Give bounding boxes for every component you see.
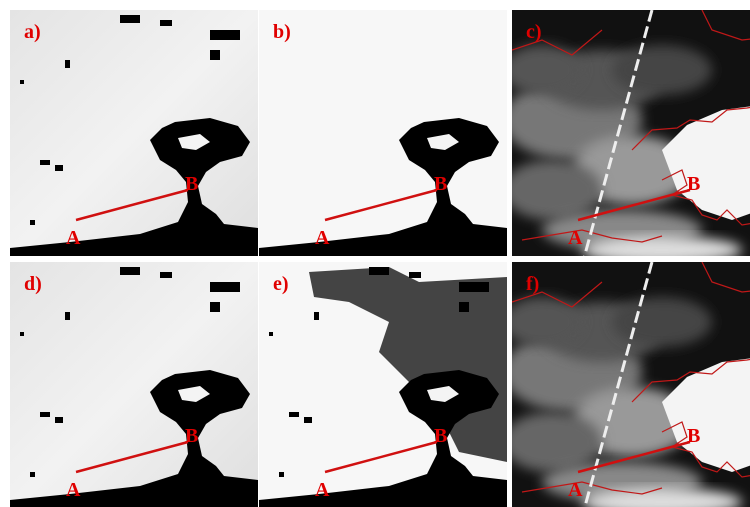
point-label: B	[185, 173, 198, 195]
point-label: B	[434, 173, 447, 195]
speckle	[40, 160, 50, 165]
panel-image	[10, 262, 258, 507]
speckle	[269, 332, 273, 336]
panel: a) A B	[10, 10, 258, 258]
panel-image	[502, 10, 750, 264]
point-label: B	[185, 425, 198, 447]
speckle	[40, 412, 50, 417]
point-label: A	[66, 227, 81, 249]
speckle	[210, 302, 220, 312]
figure: a) A Bb) A Bc) A Bd) A Be) A Bf) A B	[0, 0, 750, 507]
speckle	[120, 267, 140, 275]
speckle	[279, 472, 284, 477]
speckle	[304, 417, 312, 423]
speckle	[409, 272, 421, 278]
panel-image	[259, 10, 507, 258]
panel: e) A B	[259, 262, 507, 507]
panel-label: f)	[526, 273, 539, 295]
panel-label: b)	[273, 21, 291, 43]
cloud	[502, 45, 582, 95]
speckle	[210, 282, 240, 292]
point-label: A	[66, 479, 81, 501]
speckle	[459, 282, 489, 292]
point-label: A	[315, 479, 330, 501]
panel: d) A B	[10, 262, 258, 507]
panel-image	[259, 262, 507, 507]
panel-label: e)	[273, 273, 289, 295]
cloud	[612, 297, 712, 347]
cloud	[502, 160, 602, 220]
cloud	[612, 45, 712, 95]
cloud	[502, 297, 582, 347]
speckle	[55, 417, 63, 423]
cloud	[502, 412, 602, 472]
panel: f) A B	[502, 262, 750, 507]
speckle	[55, 165, 63, 171]
bright-cloud	[582, 236, 742, 264]
panel-label: a)	[24, 21, 41, 43]
point-label: B	[687, 173, 700, 195]
speckle	[210, 30, 240, 40]
point-label: A	[315, 227, 330, 249]
point-label: B	[687, 425, 700, 447]
speckle	[30, 472, 35, 477]
speckle	[20, 80, 24, 84]
speckle	[210, 50, 220, 60]
speckle	[30, 220, 35, 225]
speckle	[65, 312, 70, 320]
speckle	[65, 60, 70, 68]
point-label: B	[434, 425, 447, 447]
speckle	[369, 267, 389, 275]
speckle	[20, 332, 24, 336]
speckle	[160, 20, 172, 26]
panel-label: c)	[526, 21, 542, 43]
speckle	[314, 312, 319, 320]
speckle	[120, 15, 140, 23]
speckle	[160, 272, 172, 278]
speckle	[459, 302, 469, 312]
panel-image	[502, 262, 750, 507]
panel-label: d)	[24, 273, 42, 295]
panel: c) A B	[502, 10, 750, 264]
point-label: A	[568, 227, 583, 249]
point-label: A	[568, 479, 583, 501]
panel-image	[10, 10, 258, 258]
speckle	[289, 412, 299, 417]
panel: b) A B	[259, 10, 507, 258]
